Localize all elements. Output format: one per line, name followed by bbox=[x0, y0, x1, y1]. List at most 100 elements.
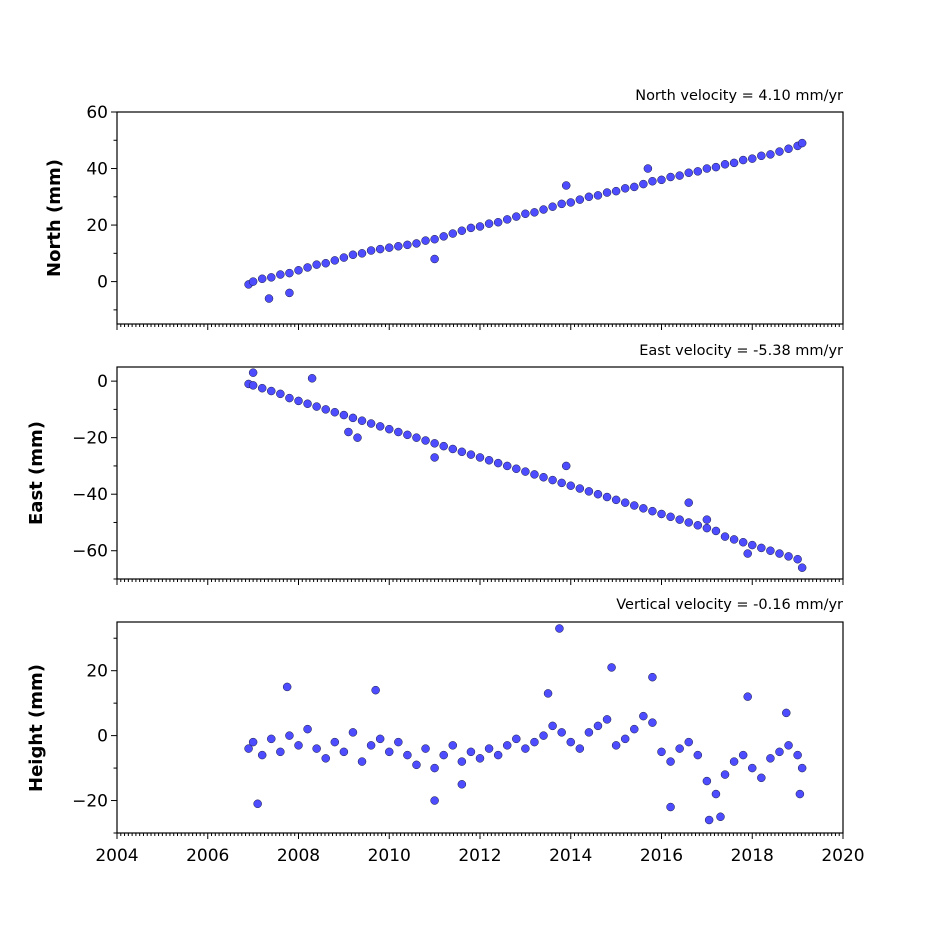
height-plot-frame bbox=[116, 621, 844, 834]
north-plot-frame bbox=[116, 111, 844, 325]
north-y-tick-label: 60 bbox=[86, 103, 108, 123]
north-data-point bbox=[766, 150, 775, 159]
height-data-point bbox=[743, 692, 752, 701]
height-y-axis: −20 0 20 bbox=[72, 637, 117, 834]
north-data-point bbox=[439, 232, 448, 241]
east-data-point bbox=[248, 381, 258, 390]
north-data-point bbox=[430, 254, 439, 264]
east-points bbox=[244, 368, 807, 572]
x-tick-label: 2004 bbox=[95, 846, 138, 866]
east-data-point bbox=[385, 424, 394, 434]
north-data-point bbox=[593, 191, 603, 200]
north-data-point bbox=[729, 158, 739, 168]
east-y-tick-label: −40 bbox=[72, 485, 108, 505]
east-y-tick-label: 0 bbox=[97, 372, 108, 392]
east-data-point bbox=[412, 433, 421, 442]
east-data-point bbox=[666, 512, 675, 522]
north-data-point bbox=[257, 274, 267, 284]
north-data-point bbox=[521, 209, 530, 219]
east-data-point bbox=[684, 498, 693, 507]
east-data-point bbox=[448, 444, 458, 454]
height-data-point bbox=[366, 741, 376, 750]
east-data-point bbox=[675, 515, 684, 524]
height-data-point bbox=[639, 711, 648, 721]
height-data-point bbox=[782, 708, 791, 718]
east-y-label: East (mm) bbox=[26, 421, 47, 525]
height-x-axis: 2004 2006 2008 2010 2012 2014 2016 2018 2020 bbox=[95, 833, 865, 866]
north-data-point bbox=[797, 138, 807, 148]
north-data-point bbox=[711, 162, 721, 172]
height-data-point bbox=[457, 780, 467, 789]
east-data-point bbox=[421, 436, 430, 445]
north-data-point bbox=[457, 226, 467, 235]
north-data-point bbox=[675, 171, 684, 180]
north-data-point bbox=[702, 164, 712, 173]
east-data-point bbox=[793, 554, 802, 564]
height-data-point bbox=[620, 734, 630, 744]
north-y-tick-label: 0 bbox=[97, 273, 108, 293]
east-data-point bbox=[602, 492, 612, 502]
east-data-point bbox=[711, 526, 721, 536]
height-data-point bbox=[566, 737, 575, 747]
north-data-point bbox=[657, 175, 666, 185]
height-data-point bbox=[575, 744, 585, 753]
east-data-point bbox=[611, 495, 621, 505]
north-data-point bbox=[720, 160, 730, 169]
north-data-point bbox=[643, 164, 653, 173]
north-data-point bbox=[385, 243, 394, 252]
east-data-point bbox=[720, 532, 730, 541]
height-data-point bbox=[557, 728, 566, 737]
east-data-point bbox=[484, 456, 494, 465]
east-data-point bbox=[548, 475, 557, 485]
height-y-tick-label: 0 bbox=[97, 727, 108, 747]
x-tick-label: 2020 bbox=[821, 846, 864, 866]
north-data-point bbox=[484, 219, 494, 228]
east-data-point bbox=[353, 433, 362, 442]
height-data-point bbox=[666, 802, 675, 812]
north-data-point bbox=[784, 144, 793, 153]
east-data-point bbox=[294, 396, 303, 406]
height-data-point bbox=[439, 750, 448, 760]
height-data-point bbox=[784, 741, 793, 750]
height-data-point bbox=[466, 747, 476, 757]
height-data-point bbox=[253, 799, 262, 809]
east-data-point bbox=[684, 518, 693, 527]
height-data-point bbox=[648, 672, 657, 682]
height-data-point bbox=[430, 796, 439, 805]
height-data-point bbox=[493, 750, 503, 760]
east-data-point bbox=[457, 447, 467, 457]
x-tick-label: 2012 bbox=[458, 846, 501, 866]
east-data-point bbox=[575, 484, 585, 493]
east-data-point bbox=[339, 410, 349, 420]
height-data-point bbox=[775, 747, 784, 757]
east-data-point bbox=[748, 540, 757, 550]
north-data-point bbox=[430, 234, 439, 244]
east-data-point bbox=[248, 368, 258, 377]
north-y-tick-label: 40 bbox=[86, 160, 108, 180]
east-data-point bbox=[466, 450, 476, 459]
east-data-point bbox=[738, 538, 748, 547]
vertical-velocity-title: Vertical velocity = -0.16 mm/yr bbox=[616, 597, 843, 613]
east-data-point bbox=[502, 461, 512, 471]
x-tick-label: 2010 bbox=[368, 846, 411, 866]
height-data-point bbox=[512, 734, 521, 744]
north-data-point bbox=[285, 268, 294, 278]
east-data-point bbox=[357, 416, 367, 425]
east-data-point bbox=[312, 402, 321, 411]
height-data-point bbox=[244, 744, 253, 753]
east-data-point bbox=[307, 374, 317, 383]
east-data-point bbox=[620, 498, 630, 507]
east-data-point bbox=[512, 464, 521, 474]
east-data-point bbox=[557, 478, 566, 488]
height-data-point bbox=[539, 731, 548, 740]
east-data-point bbox=[729, 535, 739, 544]
east-data-point bbox=[521, 467, 530, 476]
east-data-point bbox=[593, 489, 603, 499]
east-data-point bbox=[375, 422, 385, 431]
north-y-axis: 0 20 40 60 bbox=[86, 103, 117, 311]
height-data-point bbox=[412, 760, 421, 770]
north-data-point bbox=[566, 198, 575, 207]
east-data-point bbox=[403, 430, 412, 440]
east-data-point bbox=[530, 470, 539, 479]
height-data-point bbox=[457, 757, 467, 766]
